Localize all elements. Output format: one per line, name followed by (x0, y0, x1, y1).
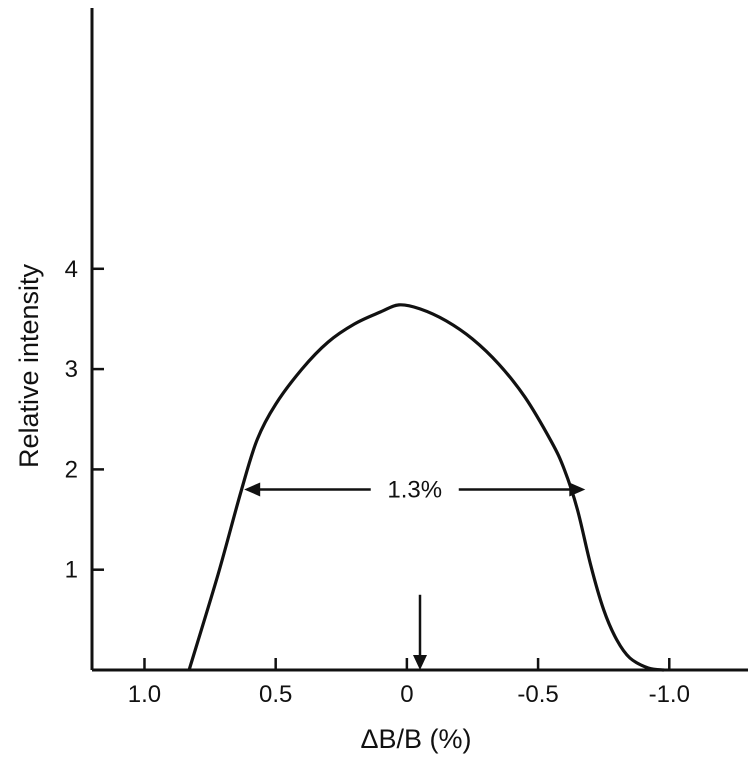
width-label: 1.3% (387, 476, 442, 503)
width-arrowhead-right (569, 482, 586, 497)
series-group (187, 303, 665, 672)
x-tick-group: 1.0 0.5 0 -0.5 -1.0 (128, 658, 690, 708)
y-tick-label: 3 (65, 356, 78, 383)
x-tick-label: -0.5 (517, 681, 558, 708)
y-tick-label: 4 (65, 256, 78, 283)
y-tick-label: 2 (65, 456, 78, 483)
x-tick-label: 0.5 (259, 681, 292, 708)
x-tick-label: -1.0 (649, 681, 690, 708)
x-tick-label: 0 (400, 681, 413, 708)
series-line-0 (187, 303, 665, 672)
axes (90, 8, 748, 672)
y-axis-title: Relative intensity (14, 263, 44, 468)
width-arrowhead-left (244, 482, 261, 497)
y-tick-group: 1 2 3 4 (65, 256, 104, 584)
y-tick-label: 1 (65, 557, 78, 584)
center-arrowhead (413, 655, 427, 670)
x-tick-label: 1.0 (128, 681, 161, 708)
annotation-group: 1.3% (244, 476, 586, 670)
x-axis-title: ΔB/B (%) (360, 724, 471, 754)
